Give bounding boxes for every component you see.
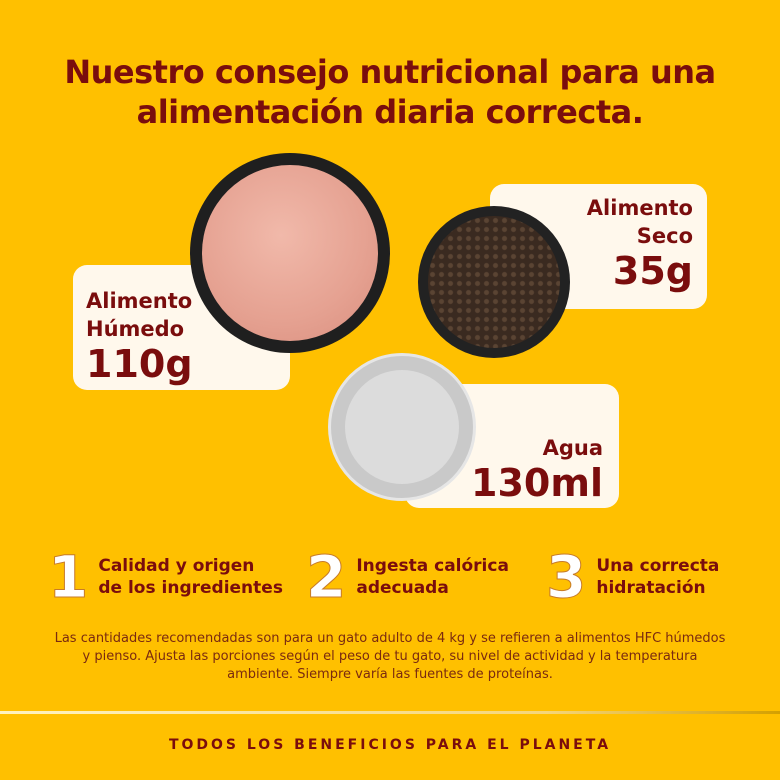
- divider: [0, 711, 780, 714]
- step-2: 2 Ingesta calórica adecuada: [305, 543, 509, 611]
- water-bowl-image: [328, 353, 476, 501]
- step-3: 3 Una correcta hidratación: [545, 543, 720, 611]
- dry-food-bowl-image: [418, 206, 570, 358]
- step-1: 1 Calidad y origen de los ingredientes: [47, 543, 283, 611]
- footer-tagline: TODOS LOS BENEFICIOS PARA EL PLANETA: [168, 737, 612, 753]
- page-title: Nuestro consejo nutricional para una ali…: [64, 53, 716, 131]
- disclaimer-note: Las cantidades recomendadas son para un …: [54, 631, 726, 682]
- wet-food-bowl-image: [190, 153, 390, 353]
